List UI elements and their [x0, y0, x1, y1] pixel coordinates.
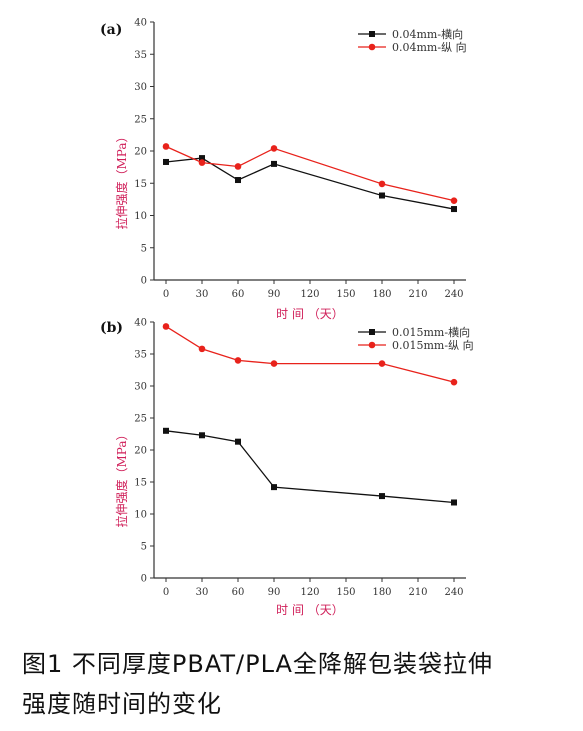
- panel-label-b: (b): [100, 320, 123, 336]
- x-axis-label-b: 时 间 （天）: [276, 603, 344, 617]
- x-tick-label: 0: [163, 289, 169, 300]
- y-tick-label: 5: [141, 542, 147, 553]
- y-tick-label: 10: [134, 510, 147, 521]
- x-tick-label: 30: [196, 587, 209, 598]
- series-lines-b: [165, 325, 455, 504]
- y-tick-label: 20: [134, 446, 147, 457]
- data-point-square: [235, 438, 241, 445]
- data-point-circle: [198, 159, 206, 166]
- x-tick-label: 150: [336, 289, 355, 300]
- x-ticks-b: 0 30 60 90 120 150 180 210 240: [163, 578, 464, 598]
- data-point-square: [199, 155, 205, 162]
- x-tick-label: 120: [300, 587, 319, 598]
- series-line: [165, 325, 455, 383]
- series-line: [165, 430, 455, 504]
- y-tick-label: 0: [141, 574, 147, 585]
- x-tick-label: 90: [268, 587, 281, 598]
- plot-frame-a: [153, 22, 466, 281]
- legend-marker-circle: [368, 43, 376, 51]
- legend-label: 0.04mm-横向: [392, 27, 463, 41]
- legend-marker-square: [369, 329, 375, 335]
- x-axis-label-a: 时 间 （天）: [276, 307, 344, 321]
- data-point-circle: [270, 145, 278, 152]
- legend-label: 0.015mm-横向: [392, 325, 470, 339]
- y-tick-label: 0: [141, 276, 147, 287]
- x-tick-label: 90: [268, 289, 281, 300]
- x-tick-label: 210: [408, 289, 427, 300]
- y-axis-label-a: 拉伸强度（MPa）: [114, 131, 129, 230]
- data-point-square: [379, 192, 385, 199]
- y-tick-label: 25: [134, 414, 147, 425]
- x-tick-label: 240: [444, 289, 463, 300]
- y-tick-label: 15: [134, 179, 147, 190]
- figure-caption: 图1 不同厚度PBAT/PLA全降解包装袋拉伸 强度随时间的变化: [22, 644, 567, 724]
- series-line: [165, 157, 455, 210]
- y-tick-label: 40: [134, 318, 147, 329]
- x-tick-label: 180: [372, 587, 391, 598]
- data-point-circle: [234, 163, 242, 170]
- caption-line-1: 图1 不同厚度PBAT/PLA全降解包装袋拉伸: [22, 650, 493, 678]
- y-tick-label: 35: [134, 50, 147, 61]
- data-point-circle: [378, 360, 386, 367]
- y-tick-label: 30: [134, 382, 147, 393]
- x-tick-label: 240: [444, 587, 463, 598]
- data-point-circle: [378, 180, 386, 188]
- legend-a: 0.04mm-横向0.04mm-纵 向: [358, 27, 467, 54]
- y-tick-label: 35: [134, 350, 147, 361]
- x-tick-label: 150: [336, 587, 355, 598]
- legend-b: 0.015mm-横向0.015mm-纵 向: [358, 325, 474, 352]
- data-point-square: [271, 484, 277, 491]
- legend-label: 0.04mm-纵 向: [392, 40, 467, 54]
- data-point-circle: [450, 197, 458, 204]
- y-ticks-b: 0 5 10 15 20 25 30 35 40: [134, 318, 154, 585]
- legend-marker-square: [369, 31, 375, 37]
- data-point-circle: [450, 378, 458, 386]
- data-point-square: [271, 160, 277, 167]
- x-tick-label: 60: [232, 587, 245, 598]
- data-point-circle: [198, 345, 206, 353]
- y-tick-label: 40: [134, 18, 147, 29]
- data-point-square: [451, 206, 457, 213]
- data-point-circle: [270, 360, 278, 367]
- caption-line-2: 强度随时间的变化: [22, 690, 222, 718]
- x-tick-label: 30: [196, 289, 209, 300]
- x-tick-label: 210: [408, 587, 427, 598]
- x-ticks-a: 0 30 60 90 120 150 180 210 240: [163, 280, 464, 300]
- y-tick-label: 5: [141, 243, 147, 254]
- x-tick-label: 0: [163, 587, 169, 598]
- y-tick-label: 20: [134, 147, 147, 158]
- data-point-square: [199, 432, 205, 439]
- data-point-square: [235, 177, 241, 184]
- plot-frame-b: [153, 322, 466, 579]
- x-tick-label: 60: [232, 289, 245, 300]
- data-point-square: [451, 499, 457, 506]
- legend-marker-circle: [368, 341, 376, 349]
- y-axis-label-b: 拉伸强度（MPa）: [114, 429, 129, 528]
- data-point-square: [163, 427, 169, 434]
- data-point-square: [163, 158, 169, 165]
- series-markers-b: [162, 323, 458, 506]
- data-point-circle: [234, 357, 242, 364]
- y-ticks-a: 0 5 10 15 20 25 30 35 40: [134, 18, 154, 287]
- x-tick-label: 120: [300, 289, 319, 300]
- series-lines-a: [165, 145, 455, 210]
- data-point-square: [379, 493, 385, 500]
- data-point-circle: [162, 143, 170, 150]
- y-tick-label: 25: [134, 114, 147, 125]
- y-tick-label: 10: [134, 211, 147, 222]
- data-point-circle: [162, 323, 170, 330]
- legend-label: 0.015mm-纵 向: [392, 338, 474, 352]
- series-line: [165, 145, 455, 202]
- series-markers-a: [162, 143, 458, 213]
- y-tick-label: 15: [134, 478, 147, 489]
- x-tick-label: 180: [372, 289, 391, 300]
- panel-label-a: (a): [100, 22, 122, 38]
- y-tick-label: 30: [134, 82, 147, 93]
